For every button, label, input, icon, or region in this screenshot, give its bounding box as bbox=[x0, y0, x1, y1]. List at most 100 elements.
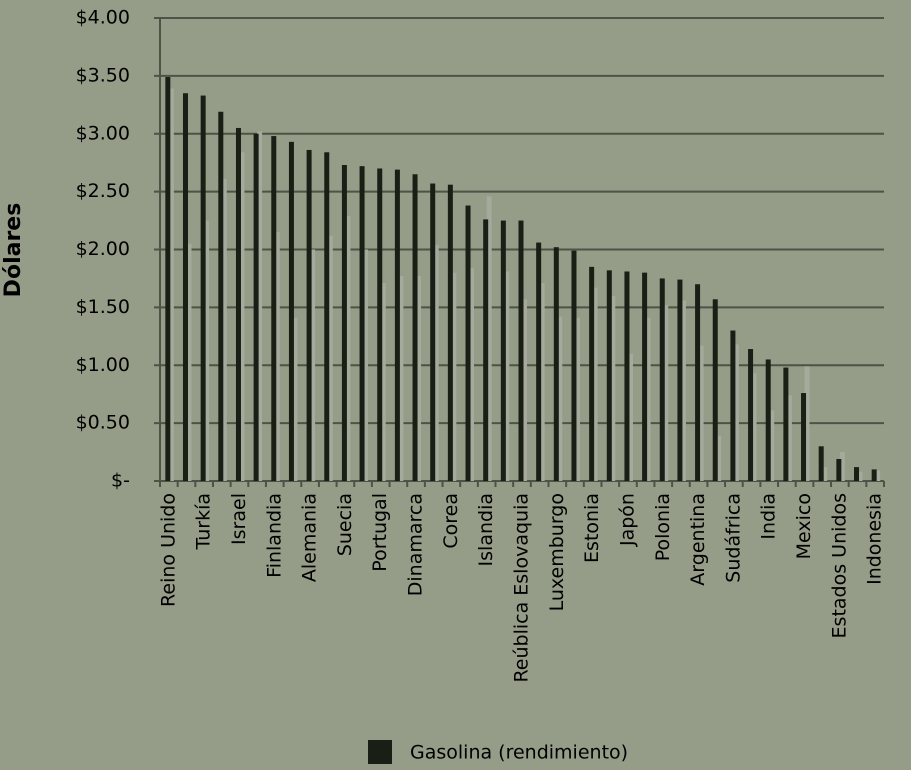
x-tick-label: Argentina bbox=[687, 493, 709, 586]
bar bbox=[730, 330, 736, 481]
bar bbox=[257, 131, 263, 481]
bar bbox=[818, 446, 824, 481]
bar bbox=[765, 359, 771, 481]
x-tick-label: Corea bbox=[440, 493, 462, 549]
bar bbox=[218, 111, 224, 481]
bar bbox=[627, 353, 633, 481]
bar bbox=[589, 266, 595, 481]
x-tick-label: Islandia bbox=[475, 493, 497, 566]
bar bbox=[341, 165, 347, 481]
bar bbox=[168, 88, 174, 482]
bar bbox=[483, 219, 489, 481]
bar bbox=[504, 271, 510, 481]
bar bbox=[875, 470, 881, 481]
bar bbox=[500, 220, 506, 481]
bar bbox=[447, 184, 453, 481]
x-tick-label: Turkía bbox=[193, 493, 215, 551]
bar bbox=[221, 178, 227, 481]
bar bbox=[592, 287, 598, 481]
bar bbox=[839, 452, 845, 481]
bar bbox=[380, 283, 386, 481]
bar bbox=[804, 366, 810, 481]
x-tick-label: Sudáfrica bbox=[722, 493, 744, 583]
bar bbox=[433, 244, 439, 481]
bar bbox=[801, 393, 807, 481]
y-tick-label: $0.50 bbox=[76, 412, 130, 434]
bar bbox=[571, 250, 577, 481]
bar bbox=[539, 283, 545, 481]
legend-label: Gasolina (rendimiento) bbox=[410, 742, 628, 764]
bar bbox=[486, 196, 492, 481]
bar bbox=[574, 317, 580, 481]
bar bbox=[854, 467, 860, 481]
x-tick-label: Luxemburgo bbox=[546, 493, 568, 611]
bar bbox=[416, 276, 422, 481]
bar bbox=[645, 317, 651, 481]
bar bbox=[310, 249, 316, 481]
x-tick-label: Israel bbox=[228, 493, 250, 545]
bar bbox=[659, 278, 665, 481]
bar bbox=[288, 141, 294, 482]
y-tick-label: $3.50 bbox=[76, 64, 130, 86]
bar bbox=[610, 295, 616, 481]
bar bbox=[836, 459, 842, 481]
x-tick-label: Polonia bbox=[652, 493, 674, 561]
bar bbox=[345, 215, 351, 481]
x-tick-label: Dinamarca bbox=[405, 493, 427, 596]
bar bbox=[606, 270, 612, 481]
legend-swatch bbox=[368, 740, 392, 764]
bar bbox=[857, 471, 863, 481]
bar bbox=[363, 249, 369, 481]
bar bbox=[235, 127, 241, 482]
y-tick-label: $- bbox=[111, 470, 130, 492]
x-tick-label: Reública Eslovaquia bbox=[511, 493, 533, 683]
bar bbox=[430, 183, 436, 481]
x-tick-label: Mexico bbox=[793, 493, 815, 559]
bar bbox=[786, 395, 792, 481]
bar bbox=[557, 316, 563, 481]
x-tick-label: Suecia bbox=[334, 493, 356, 556]
y-tick-label: $3.00 bbox=[76, 122, 130, 144]
bar bbox=[274, 232, 280, 481]
bar bbox=[165, 77, 171, 481]
bar bbox=[716, 435, 722, 481]
bar bbox=[733, 344, 739, 481]
bar bbox=[324, 152, 330, 481]
x-tick-label: Indonesia bbox=[864, 493, 886, 585]
x-tick-label: India bbox=[758, 493, 780, 540]
bar bbox=[451, 272, 457, 481]
x-tick-label: Finlandia bbox=[263, 493, 285, 578]
bar bbox=[186, 243, 192, 481]
bar bbox=[412, 174, 418, 481]
y-tick-label: $4.00 bbox=[76, 7, 130, 29]
bar bbox=[553, 247, 559, 481]
bar bbox=[253, 133, 259, 481]
bar bbox=[748, 349, 754, 481]
y-tick-label: $1.50 bbox=[76, 296, 130, 318]
bar bbox=[271, 136, 277, 481]
bar bbox=[871, 469, 877, 481]
y-tick-label: $1.00 bbox=[76, 354, 130, 376]
bar bbox=[663, 305, 669, 481]
bar bbox=[783, 367, 789, 481]
bar bbox=[695, 284, 701, 481]
bar bbox=[306, 149, 312, 481]
x-tick-label: Japón bbox=[616, 493, 638, 547]
bar bbox=[522, 299, 527, 481]
bar bbox=[469, 268, 475, 481]
bar bbox=[182, 93, 188, 482]
bar bbox=[712, 299, 718, 481]
x-tick-label: Alemania bbox=[299, 493, 321, 582]
bar bbox=[624, 271, 630, 481]
y-tick-label: $2.00 bbox=[76, 238, 130, 260]
bar bbox=[680, 300, 686, 481]
bar bbox=[359, 166, 365, 481]
bar bbox=[200, 95, 206, 482]
x-tick-label: Reino Unido bbox=[157, 493, 179, 607]
y-axis-label: Dólares bbox=[1, 203, 26, 298]
bar bbox=[465, 205, 471, 481]
x-tick-label: Portugal bbox=[369, 493, 391, 572]
bar bbox=[698, 345, 704, 481]
bar bbox=[377, 168, 383, 481]
